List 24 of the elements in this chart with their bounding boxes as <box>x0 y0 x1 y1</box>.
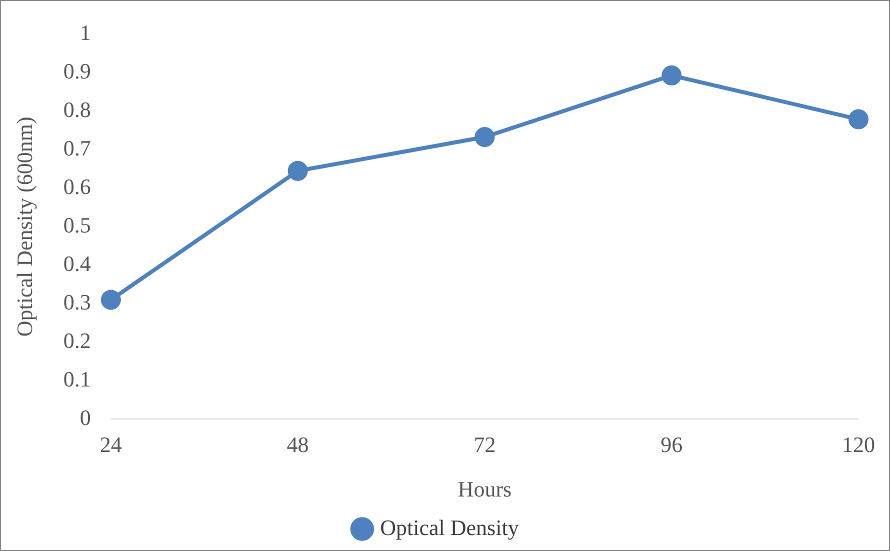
y-tick-label: 0.9 <box>63 58 91 84</box>
y-tick-label: 0.8 <box>63 96 91 122</box>
x-axis-title: Hours <box>458 476 512 502</box>
y-tick-label: 0.3 <box>63 289 91 314</box>
y-tick-label: 1 <box>80 20 91 45</box>
y-tick-label: 0.2 <box>63 328 91 353</box>
x-tick-label: 96 <box>660 432 683 458</box>
point <box>288 160 308 181</box>
x-tick-label: 24 <box>100 432 122 458</box>
y-tick-label: 0 <box>80 404 91 430</box>
point <box>848 109 868 130</box>
legend-label: Optical Density <box>380 514 519 540</box>
point <box>662 65 682 86</box>
y-tick-label: 0.1 <box>63 366 91 392</box>
y-tick-label: 0.6 <box>63 174 91 199</box>
x-tick-label: 72 <box>474 432 496 458</box>
point <box>474 126 495 147</box>
y-tick-label: 0.5 <box>63 212 91 238</box>
y-axis-title: Optical Density (600nm) <box>12 116 37 337</box>
y-tick-label: 0.7 <box>63 135 91 160</box>
x-tick-label: 120 <box>842 432 875 458</box>
y-tick-label: 0.4 <box>63 250 91 276</box>
point <box>100 290 121 310</box>
x-tick-label: 48 <box>286 432 309 458</box>
